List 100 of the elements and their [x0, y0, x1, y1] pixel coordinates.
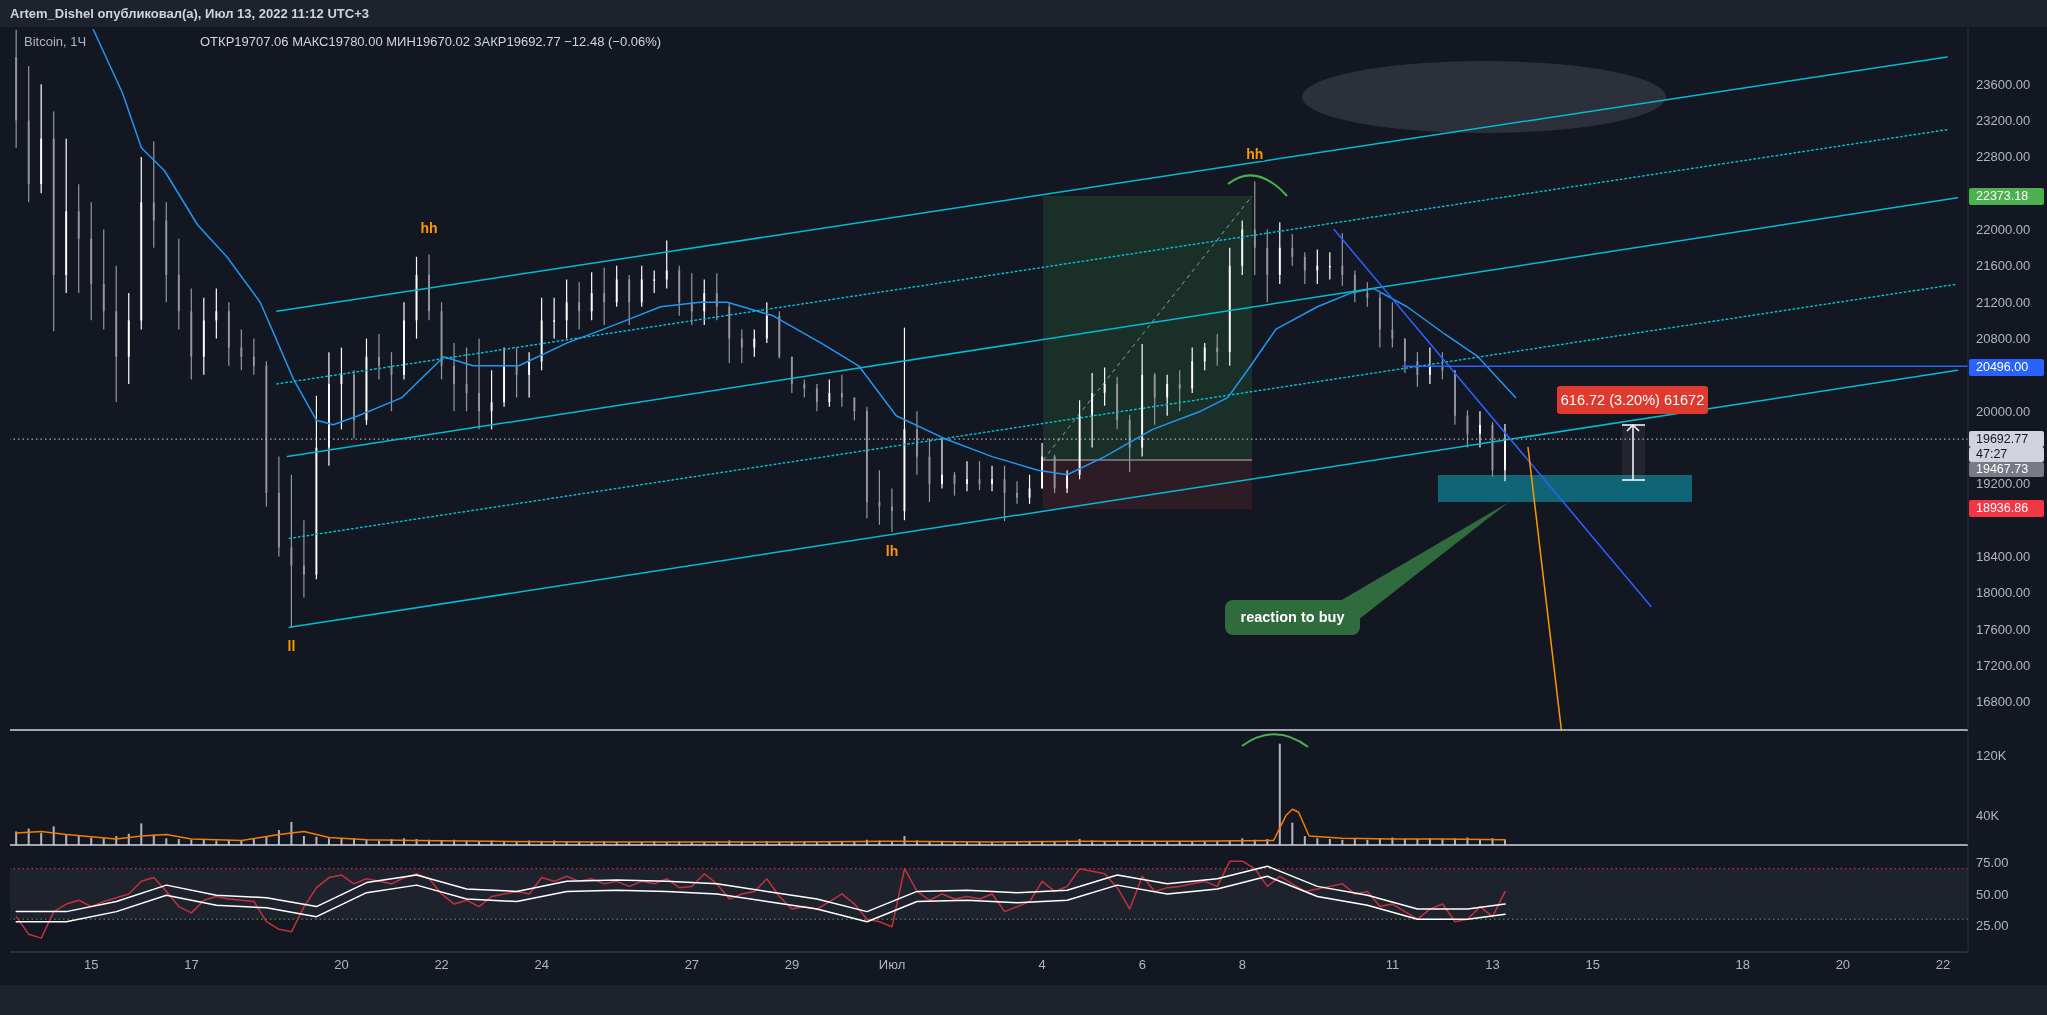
y-tick-label: 18000.00 — [1976, 585, 2031, 601]
y-tick-label: 17200.00 — [1976, 658, 2031, 674]
candlestick — [640, 265, 643, 308]
candlestick — [815, 383, 818, 412]
x-tick-label: 11 — [1385, 957, 1400, 973]
y-tick-label: 75.00 — [1976, 855, 2009, 871]
candlestick — [1091, 372, 1094, 449]
text: Artem_Dishel опубликовал(а), Июл 13, 2022 11:12 UTC+3 — [10, 5, 369, 23]
x-tick-label: 22 — [1935, 957, 1951, 973]
candlestick — [878, 469, 881, 526]
candlestick — [1253, 180, 1256, 276]
x-tick-label: 8 — [1238, 957, 1246, 973]
x-tick-label: 4 — [1038, 957, 1046, 973]
candlestick — [1303, 251, 1306, 285]
candlestick — [565, 278, 568, 340]
y-tick-label: 21200.00 — [1976, 294, 2031, 310]
y-tick-label: 40K — [1976, 807, 2000, 823]
candlestick — [152, 140, 155, 249]
annotation: reaction to buy — [1225, 600, 1360, 635]
y-tick-label: 50.00 — [1976, 886, 2009, 902]
y-tick-label: 16800.00 — [1976, 694, 2031, 710]
x-tick-label: 18 — [1735, 957, 1751, 973]
candlestick — [1403, 337, 1406, 374]
candlestick — [553, 297, 556, 340]
text: 22373.18 — [1969, 188, 2044, 205]
candlestick — [703, 278, 706, 326]
annotation: hh — [420, 219, 438, 236]
text: Bitcoin, 1Ч — [24, 34, 87, 49]
candlestick — [916, 410, 918, 476]
bar — [1291, 822, 1294, 845]
candlestick — [1454, 369, 1456, 426]
y-tick-label: 22000.00 — [1976, 222, 2031, 238]
candlestick — [315, 395, 318, 580]
bar — [165, 838, 168, 845]
candlestick — [578, 281, 581, 331]
y-tick-label: 23200.00 — [1976, 113, 2031, 129]
text: ОТКР19707.06 МАКС19780.00 МИН19670.02 ЗАКР19692.77 −12.48 (−0.06%) — [200, 34, 662, 49]
x-tick-label: 29 — [784, 957, 800, 973]
ref-line-label: 19692.77 — [1969, 431, 2044, 448]
candlestick — [1504, 423, 1506, 482]
candlestick — [478, 337, 480, 430]
candlestick — [528, 351, 531, 399]
candlestick — [490, 369, 493, 430]
candlestick — [290, 474, 293, 628]
y-tick-label: 18400.00 — [1976, 549, 2031, 565]
candlestick — [240, 328, 243, 371]
candlestick — [515, 347, 518, 399]
candlestick — [991, 465, 993, 492]
y-tick-label: 120K — [1976, 748, 2007, 764]
x-tick-label: 22 — [434, 957, 449, 973]
x-tick-label: 27 — [684, 957, 700, 973]
candlestick — [653, 269, 656, 294]
y-tick-label: 17600.00 — [1976, 621, 2031, 637]
candlestick — [966, 460, 968, 492]
candlestick — [840, 374, 843, 408]
candlestick — [828, 378, 831, 408]
candlestick — [215, 287, 218, 340]
candlestick — [941, 437, 943, 489]
candlestick — [453, 342, 455, 412]
candlestick — [753, 328, 756, 358]
candlestick — [1391, 301, 1394, 349]
candlestick — [1428, 347, 1431, 385]
candlestick — [1041, 442, 1044, 489]
line-series — [15, 865, 1506, 913]
bar — [40, 833, 43, 845]
candlestick — [302, 519, 305, 598]
candlestick — [1153, 372, 1156, 426]
candlestick — [378, 333, 380, 381]
y-tick-label: 23600.00 — [1976, 76, 2031, 92]
y-tick-label: 21600.00 — [1976, 258, 2031, 274]
line-series — [15, 808, 1506, 843]
bar — [1278, 743, 1281, 845]
candlestick — [615, 265, 618, 308]
candlestick — [1366, 281, 1369, 308]
bar — [1316, 838, 1319, 845]
annotation: lh — [885, 543, 899, 559]
candlestick — [1166, 374, 1169, 417]
candlestick — [1203, 342, 1206, 371]
candlestick — [715, 272, 718, 321]
candlestick — [765, 301, 768, 344]
candlestick — [740, 328, 743, 364]
candlestick — [1341, 232, 1344, 287]
candlestick — [1066, 469, 1069, 494]
y-tick-label: 19200.00 — [1976, 476, 2031, 492]
y-tick-label: 22800.00 — [1976, 149, 2031, 165]
x-tick-label: 15 — [84, 957, 99, 973]
x-tick-label: 15 — [1585, 957, 1600, 973]
x-tick-label: Июл — [878, 957, 906, 973]
line-series — [15, 875, 1506, 923]
x-tick-label: 13 — [1485, 957, 1500, 973]
candlestick — [353, 369, 355, 440]
candlestick — [665, 239, 668, 290]
line-series — [15, 860, 1506, 939]
candlestick — [1291, 233, 1294, 267]
candlestick — [428, 253, 430, 321]
candlestick — [1103, 367, 1106, 407]
y-tick-label: 20000.00 — [1976, 403, 2031, 419]
x-tick-label: 24 — [534, 957, 549, 973]
candlestick — [1416, 351, 1419, 388]
y-tick-label: 25.00 — [1976, 918, 2009, 934]
